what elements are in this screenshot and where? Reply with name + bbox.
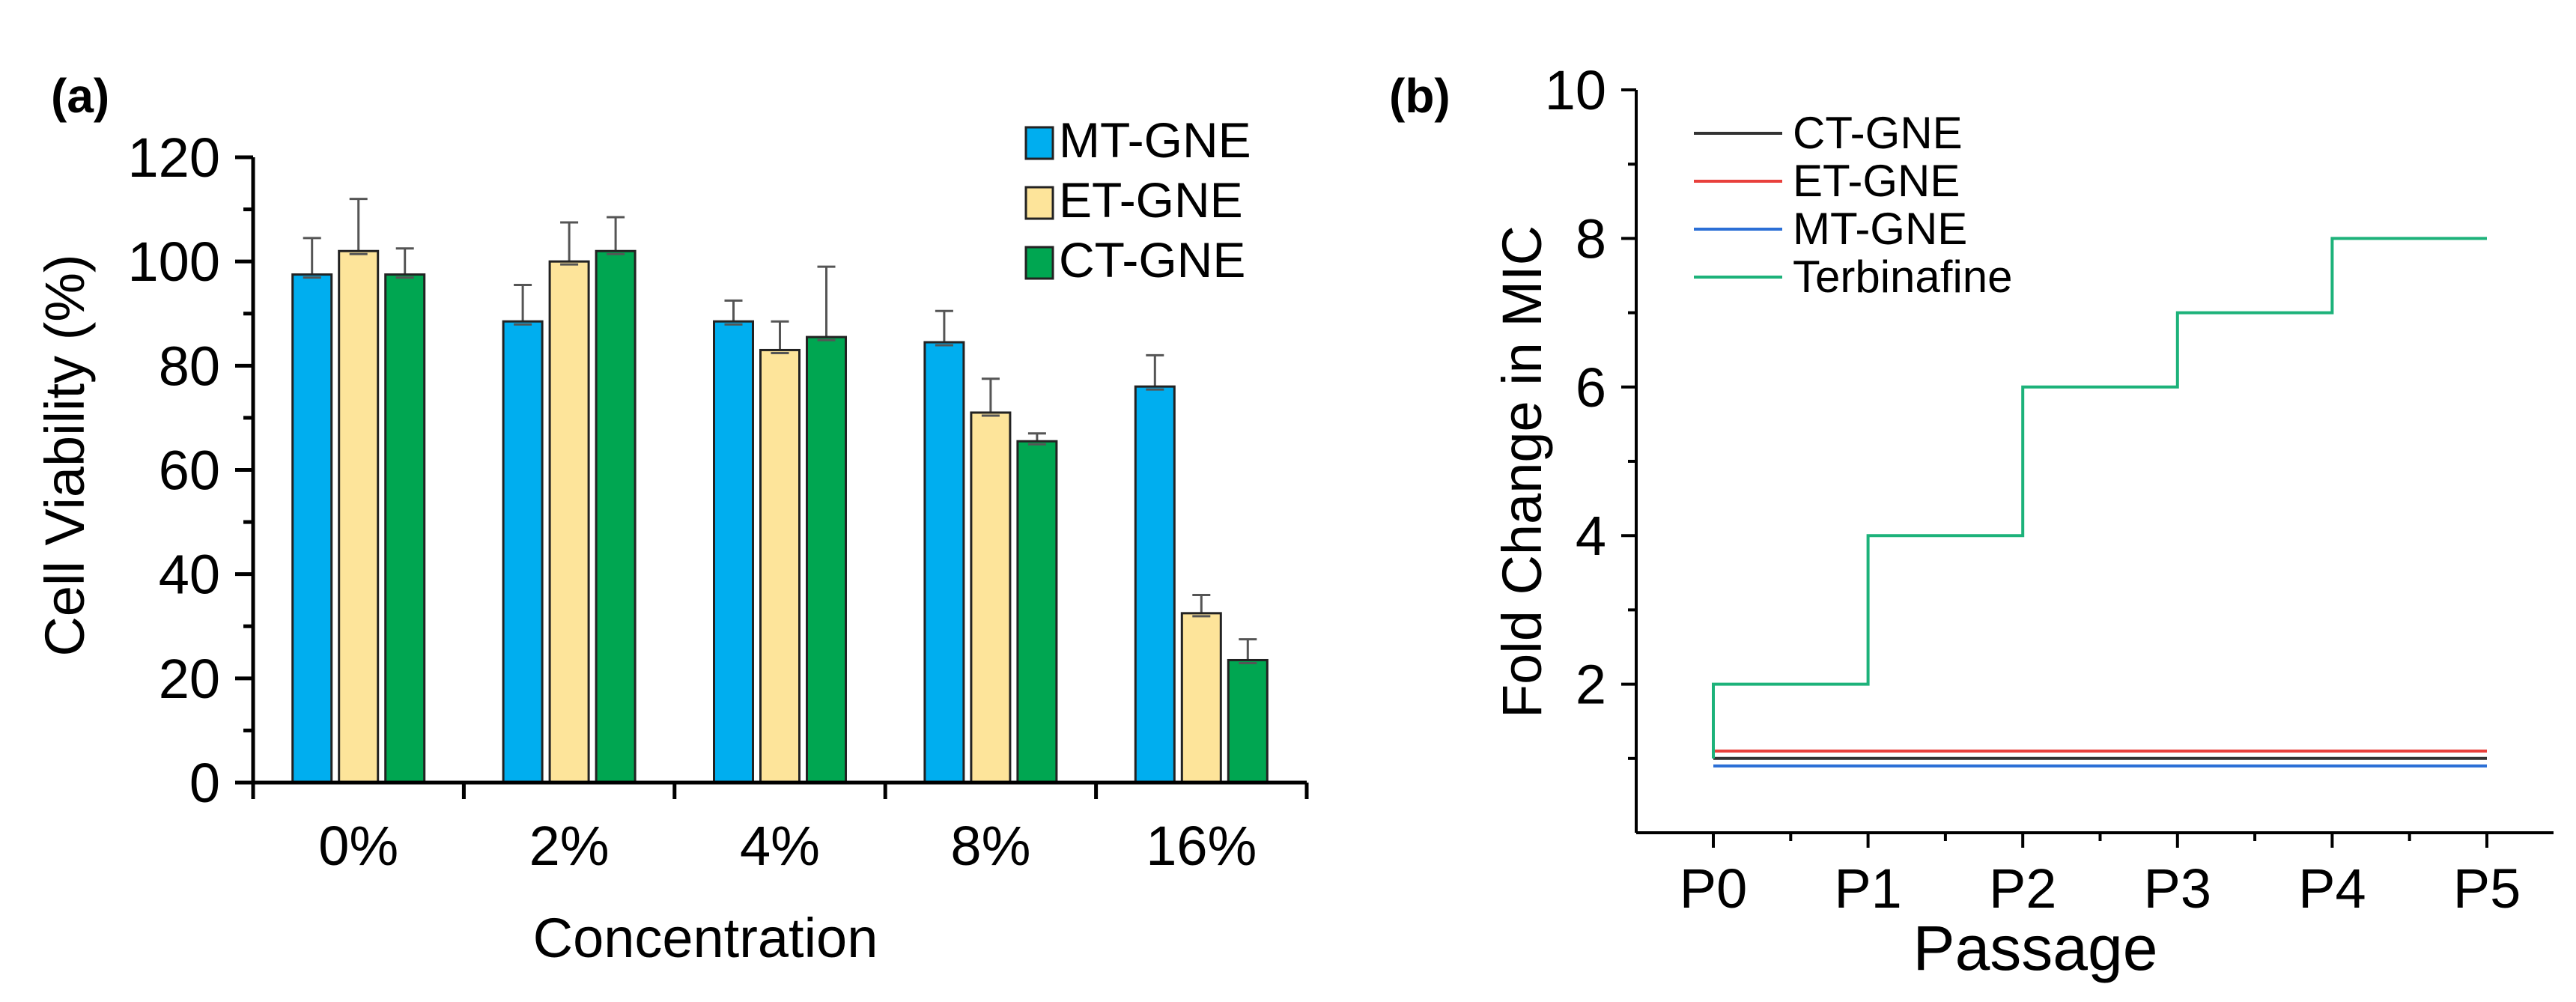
a-axes: 0 20 40 60 80 100 120 0% 2% 4% 8% 16% xyxy=(128,127,1309,877)
a-bar-ct-gne xyxy=(1016,440,1058,784)
b-axes: 2 4 6 8 10 P0 P1 P2 P3 P4 P5 xyxy=(1545,59,2554,920)
a-bar-et-gne xyxy=(548,260,590,784)
a-x-tick-label: 2% xyxy=(529,815,610,877)
b-y-tick-label: 8 xyxy=(1576,207,1606,270)
b-x-tick-label: P3 xyxy=(2144,857,2212,920)
a-bar-mt-gne xyxy=(713,320,754,784)
b-legend-label: ET-GNE xyxy=(1793,156,1960,206)
a-bar-mt-gne xyxy=(1134,385,1176,784)
a-bar-ct-gne xyxy=(595,249,637,784)
a-legend-label: MT-GNE xyxy=(1059,112,1251,168)
a-y-tick-label: 80 xyxy=(159,335,220,397)
chart-b: (b) 2 4 6 8 10 P0 P1 P2 P3 P4 P5 Passage Fold Chan… xyxy=(1389,59,2554,983)
a-bar-et-gne xyxy=(1180,612,1222,784)
a-bars xyxy=(291,198,1269,784)
a-y-tick-label: 120 xyxy=(128,127,220,189)
b-x-tick-label: P5 xyxy=(2453,857,2521,920)
a-xlabel: Concentration xyxy=(533,907,878,969)
b-x-tick-label: P2 xyxy=(1989,857,2057,920)
a-legend-label: ET-GNE xyxy=(1059,172,1243,228)
b-xlabel: Passage xyxy=(1913,913,2158,983)
b-y-tick-label: 10 xyxy=(1545,59,1606,121)
a-bar-ct-gne xyxy=(384,273,426,784)
b-y-tick-label: 2 xyxy=(1576,654,1606,716)
b-lines xyxy=(1712,237,2487,768)
panel-label-a: (a) xyxy=(51,69,109,123)
a-bar-et-gne xyxy=(970,411,1012,784)
a-bar-mt-gne xyxy=(291,273,333,784)
a-legend-swatch xyxy=(1024,186,1054,220)
panel-label-b: (b) xyxy=(1389,69,1450,123)
a-ylabel: Cell Viability (%) xyxy=(34,254,96,656)
a-bar-ct-gne xyxy=(1227,658,1269,784)
b-legend-label: CT-GNE xyxy=(1793,108,1963,158)
a-bar-ct-gne xyxy=(806,335,847,784)
b-legend-label: Terbinafine xyxy=(1793,252,2013,302)
b-ylabel: Fold Change in MIC xyxy=(1491,225,1553,718)
b-x-tick-label: P4 xyxy=(2298,857,2366,920)
a-bar-mt-gne xyxy=(502,320,544,784)
a-legend-label: CT-GNE xyxy=(1059,232,1245,288)
a-x-tick-label: 4% xyxy=(740,815,820,877)
a-bar-et-gne xyxy=(338,249,380,784)
b-x-tick-label: P1 xyxy=(1834,857,1902,920)
a-y-tick-label: 20 xyxy=(159,648,220,710)
a-bar-mt-gne xyxy=(923,341,965,784)
a-legend-swatch xyxy=(1024,246,1054,280)
a-y-tick-label: 60 xyxy=(159,440,220,502)
b-line-terbinafine xyxy=(1712,237,2487,759)
b-y-tick-label: 4 xyxy=(1576,505,1606,567)
b-y-tick-label: 6 xyxy=(1576,356,1606,419)
a-x-tick-label: 8% xyxy=(950,815,1030,877)
a-x-tick-label: 16% xyxy=(1146,815,1257,877)
a-bar-et-gne xyxy=(759,348,801,784)
b-legend-label: MT-GNE xyxy=(1793,204,1967,254)
chart-a: (a) 0 20 40 60 80 100 120 0% 2% 4% 8% 16% Concentra… xyxy=(34,69,1309,969)
a-x-tick-label: 0% xyxy=(318,815,398,877)
b-x-tick-label: P0 xyxy=(1680,857,1748,920)
a-y-tick-label: 100 xyxy=(128,231,220,293)
a-legend-swatch xyxy=(1024,126,1054,160)
a-y-tick-label: 40 xyxy=(159,544,220,606)
a-y-tick-label: 0 xyxy=(189,752,220,814)
